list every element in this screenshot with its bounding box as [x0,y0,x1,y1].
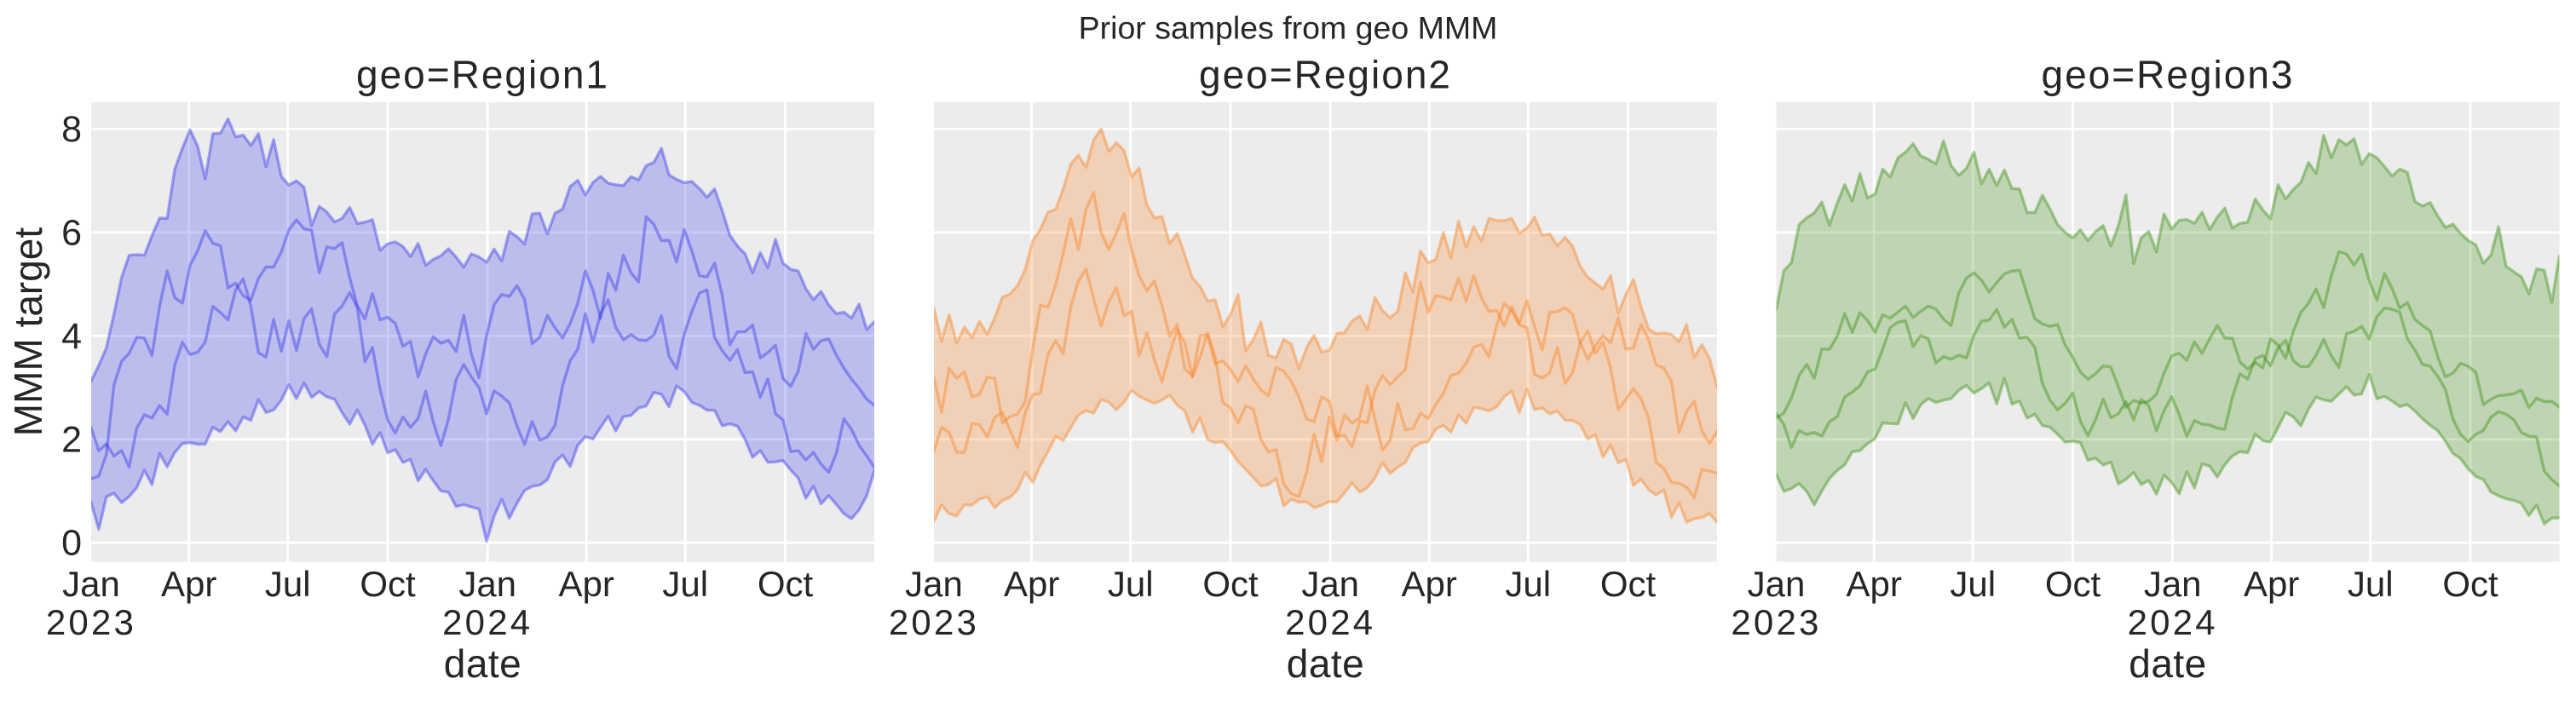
svg-text:Apr: Apr [1004,564,1059,604]
svg-text:Prior samples from geo MMM: Prior samples from geo MMM [1079,10,1498,46]
svg-text:Jan: Jan [1301,564,1359,604]
svg-text:6: 6 [61,212,82,253]
svg-text:date: date [1287,641,1365,686]
svg-text:Oct: Oct [360,564,416,604]
svg-text:date: date [444,641,522,686]
svg-text:Jan: Jan [62,564,120,604]
svg-text:Oct: Oct [2045,564,2101,604]
svg-text:Oct: Oct [2442,564,2498,604]
svg-text:4: 4 [61,316,82,357]
svg-text:Jan: Jan [458,564,516,604]
svg-text:date: date [2129,641,2207,686]
svg-text:geo=Region2: geo=Region2 [1199,53,1452,97]
svg-text:2024: 2024 [1285,602,1375,642]
svg-text:2023: 2023 [46,602,136,642]
svg-text:2023: 2023 [889,602,979,642]
svg-text:Jan: Jan [1748,564,1806,604]
svg-text:Oct: Oct [758,564,814,604]
svg-text:Apr: Apr [161,564,216,604]
svg-text:2024: 2024 [442,602,533,642]
svg-text:2023: 2023 [1731,602,1821,642]
svg-text:0: 0 [61,523,82,564]
svg-text:Jul: Jul [2348,564,2394,604]
svg-text:Apr: Apr [2244,564,2299,604]
svg-text:Apr: Apr [1402,564,1457,604]
svg-text:2: 2 [61,419,82,460]
svg-text:Jul: Jul [1505,564,1551,604]
svg-text:8: 8 [61,109,82,150]
svg-text:Jul: Jul [662,564,708,604]
svg-text:Oct: Oct [1600,564,1657,604]
svg-text:2024: 2024 [2128,602,2218,642]
svg-text:Jan: Jan [905,564,963,604]
svg-text:Jul: Jul [1108,564,1154,604]
svg-text:Apr: Apr [559,564,614,604]
svg-text:geo=Region3: geo=Region3 [2042,53,2295,97]
svg-text:Oct: Oct [1202,564,1259,604]
svg-text:geo=Region1: geo=Region1 [356,53,609,97]
svg-text:Apr: Apr [1847,564,1902,604]
svg-text:Jul: Jul [265,564,311,604]
svg-text:Jul: Jul [1950,564,1996,604]
svg-text:MMM target: MMM target [6,227,50,437]
svg-text:Jan: Jan [2144,564,2202,604]
